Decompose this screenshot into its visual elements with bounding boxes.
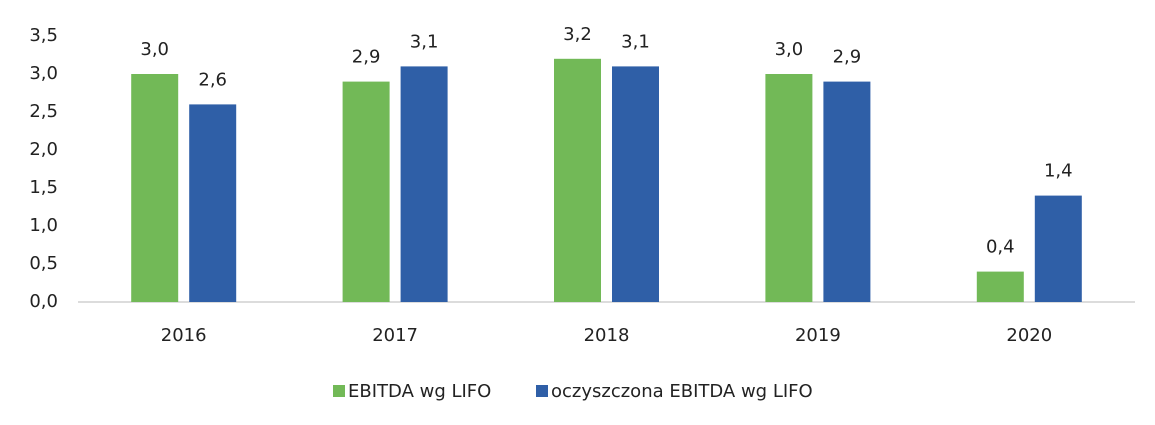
x-tick-label: 2018 xyxy=(584,325,630,346)
y-tick-label: 2,0 xyxy=(29,139,58,160)
bar xyxy=(765,74,813,302)
bar xyxy=(976,271,1024,302)
y-tick-label: 1,0 xyxy=(29,215,58,236)
bar xyxy=(131,74,179,302)
data-label: 3,0 xyxy=(775,39,804,60)
x-tick-label: 2020 xyxy=(1006,325,1052,346)
y-tick-label: 1,5 xyxy=(29,177,58,198)
data-label: 3,1 xyxy=(621,31,650,52)
y-tick-label: 3,5 xyxy=(29,25,58,46)
y-tick-label: 3,0 xyxy=(29,63,58,84)
data-label: 2,6 xyxy=(198,69,227,90)
data-label: 2,9 xyxy=(352,47,381,68)
x-tick-label: 2019 xyxy=(795,325,841,346)
data-label: 2,9 xyxy=(833,47,862,68)
y-tick-label: 2,5 xyxy=(29,101,58,122)
data-label: 3,0 xyxy=(140,39,169,60)
x-tick-label: 2017 xyxy=(372,325,418,346)
legend-label: EBITDA wg LIFO xyxy=(348,381,491,402)
data-label: 1,4 xyxy=(1044,161,1073,182)
legend-swatch xyxy=(536,385,548,397)
bar xyxy=(612,66,659,303)
bar xyxy=(400,66,448,303)
x-tick-label: 2016 xyxy=(161,325,207,346)
legend-label: oczyszczona EBITDA wg LIFO xyxy=(551,381,813,402)
bar xyxy=(1034,195,1082,302)
bar xyxy=(823,81,871,302)
data-label: 0,4 xyxy=(986,237,1015,258)
bar xyxy=(342,81,390,302)
legend-swatch xyxy=(333,385,345,397)
bar xyxy=(189,104,237,303)
y-tick-label: 0,0 xyxy=(29,291,58,312)
bar xyxy=(554,58,601,302)
data-label: 3,1 xyxy=(410,31,439,52)
data-label: 3,2 xyxy=(563,24,592,45)
y-tick-label: 0,5 xyxy=(29,253,58,274)
